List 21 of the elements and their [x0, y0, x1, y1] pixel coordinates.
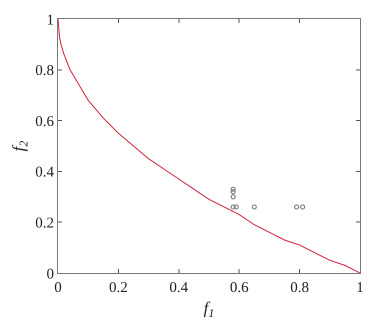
x-tick-label: 0.6: [230, 280, 250, 296]
y-tick-label: 0: [46, 266, 54, 282]
point: [230, 204, 236, 210]
point: [234, 204, 239, 210]
y-tick-label: 1: [46, 12, 54, 28]
point: [230, 186, 236, 192]
y-tick-label: 0.4: [35, 164, 54, 181]
x-tick-label: 1: [356, 280, 364, 296]
point: [252, 204, 257, 210]
line-series: [58, 19, 360, 273]
point: [230, 194, 236, 200]
y-tick-label: 0.6: [35, 114, 54, 130]
x-axis-title: f$_{1}$: [204, 298, 214, 320]
x-tick-label: 0.8: [290, 280, 309, 296]
x-tick-label: 0.2: [109, 280, 128, 296]
y-tick-label: 0.8: [35, 63, 54, 80]
y-tick-label: 0.2: [35, 215, 54, 232]
point: [300, 204, 306, 210]
x-tick-label: 0.4: [169, 280, 189, 296]
point: [294, 204, 300, 210]
point: [230, 189, 236, 194]
